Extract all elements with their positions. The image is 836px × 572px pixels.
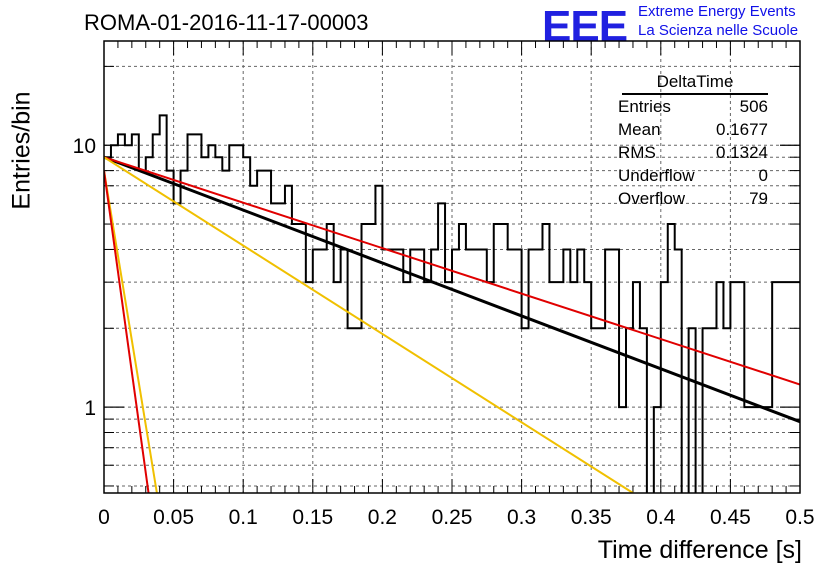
logo-caption-1: Extreme Energy Events — [638, 3, 796, 20]
x-tick-label: 0.35 — [571, 506, 612, 529]
stats-row-mean: Mean 0.1677 — [610, 118, 780, 141]
stats-value: 0.1677 — [716, 120, 768, 139]
stats-value: 506 — [739, 97, 768, 116]
fit-line-1 — [104, 156, 800, 386]
y-tick-label: 10 — [73, 135, 96, 158]
chart-title: ROMA-01-2016-11-17-00003 — [84, 10, 369, 35]
stats-label: RMS — [618, 143, 656, 162]
logo-caption-2: La Scienza nelle Scuole — [638, 22, 799, 39]
stats-value: 0 — [758, 166, 768, 185]
x-tick-label: 0.45 — [710, 506, 751, 529]
x-axis-label: Time difference [s] — [597, 536, 802, 564]
x-tick-label: 0.4 — [646, 506, 676, 529]
x-tick-label: 0.15 — [292, 506, 333, 529]
x-tick-label: 0.05 — [153, 506, 194, 529]
fit-line-2 — [104, 156, 634, 493]
stats-label: Entries — [618, 97, 671, 116]
x-tick-label: 0 — [98, 506, 110, 529]
x-tick-label: 0.2 — [368, 506, 397, 529]
histogram-steps — [104, 114, 800, 493]
stats-box: DeltaTime Entries 506 Mean 0.1677 RMS 0.132… — [610, 72, 780, 210]
stats-label: Overflow — [618, 189, 686, 208]
stats-title: DeltaTime — [622, 72, 768, 95]
x-tick-label: 0.5 — [785, 506, 814, 529]
stats-row-overflow: Overflow 79 — [610, 187, 780, 210]
stats-value: 79 — [749, 189, 768, 208]
plot-frame — [103, 40, 801, 494]
stats-row-rms: RMS 0.1324 — [610, 141, 780, 164]
eee-logo: EEE — [542, 2, 628, 51]
x-tick-label: 0.1 — [229, 506, 258, 529]
stats-row-underflow: Underflow 0 — [610, 164, 780, 187]
fit-line-3 — [104, 170, 158, 493]
x-tick-label: 0.3 — [507, 506, 536, 529]
fit-line-0 — [104, 155, 800, 424]
x-tick-label: 0.25 — [432, 506, 473, 529]
stats-value: 0.1324 — [716, 143, 768, 162]
y-tick-label: 1 — [84, 397, 96, 420]
stats-label: Mean — [618, 120, 661, 139]
stats-row-entries: Entries 506 — [610, 95, 780, 118]
fit-line-4 — [104, 170, 150, 493]
stats-label: Underflow — [618, 166, 695, 185]
y-axis-label: Entries/bin — [7, 91, 36, 210]
